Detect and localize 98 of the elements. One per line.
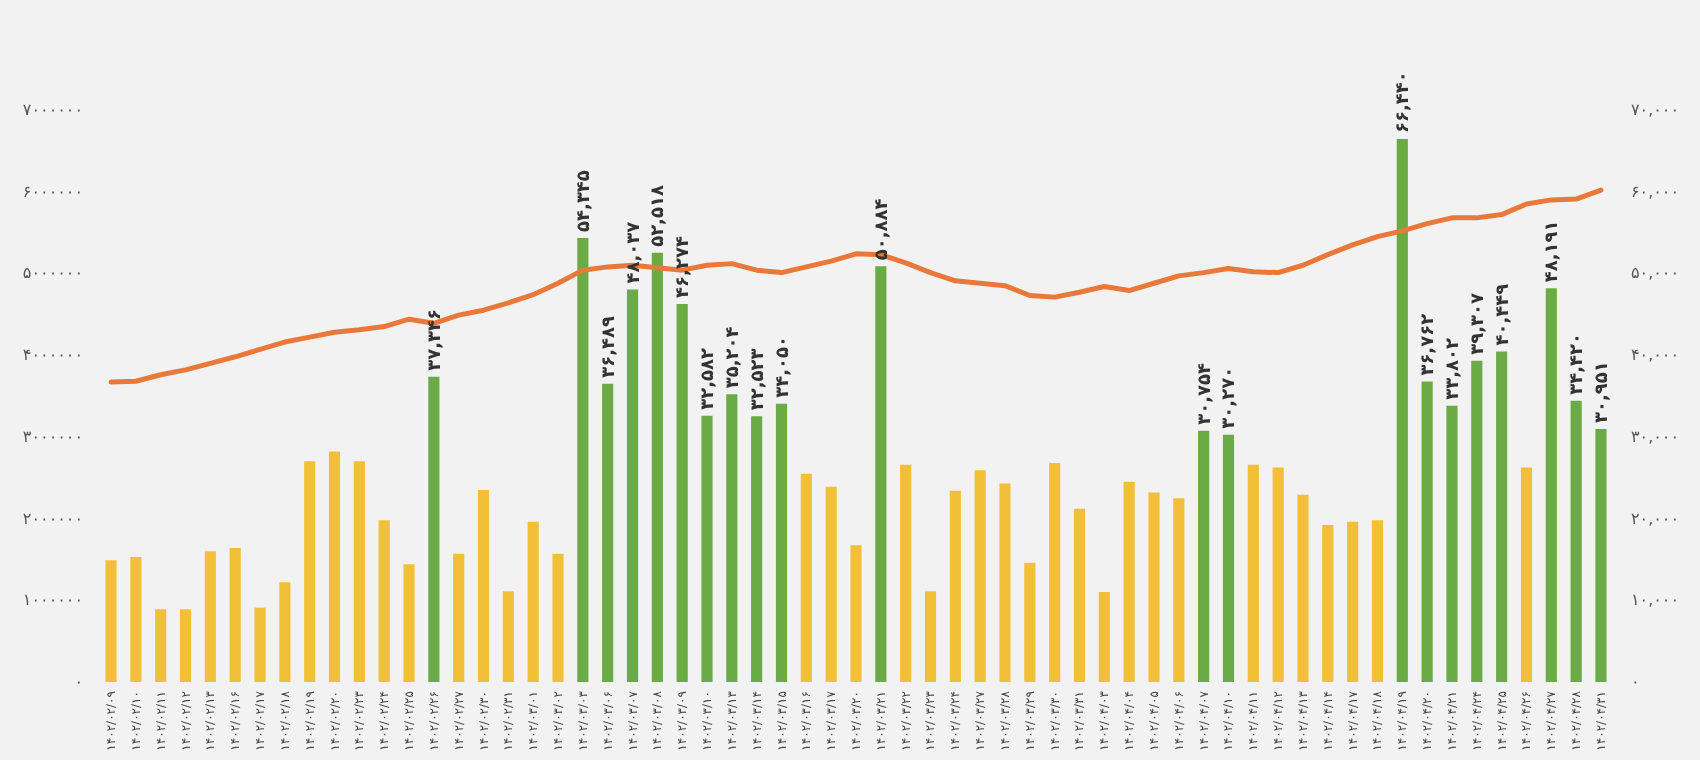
data-label: ۳۵,۲۰۴ [723,325,744,389]
bar [1371,520,1384,682]
bar [502,591,514,682]
data-label: ۳۹,۳۰۷ [1468,292,1489,355]
bar [428,376,440,682]
data-label: ۳۰,۷۵۴ [1195,361,1216,425]
bar [676,303,688,682]
bar [1073,508,1086,682]
data-label: ۳۶,۴۸۹ [599,315,620,378]
bar [130,556,142,682]
data-label: ۴۶,۲۷۴ [674,235,695,298]
bar [900,464,912,682]
bar [974,470,986,682]
y2-tick-label: ۶۰,۰۰۰ [1631,182,1680,201]
bar [378,520,390,682]
y-tick-label: ۲۰۰۰۰۰۰ [22,509,83,528]
data-label: ۳۲,۵۸۲ [699,346,720,410]
bar [279,582,291,682]
bar [726,394,738,682]
bar [453,553,465,682]
y-tick-label: ۱۰۰۰۰۰۰ [22,591,83,610]
data-label: ۴۰,۴۴۹ [1493,282,1514,346]
bar [328,451,341,682]
bar [1024,562,1036,682]
y-tick-label: ۷۰۰۰۰۰۰ [22,101,83,119]
bar [229,547,241,682]
bar [825,486,837,682]
bar [1322,525,1334,682]
data-label: ۳۲,۵۲۳ [748,347,769,411]
bar [1347,521,1359,682]
bar [1496,351,1508,682]
bar [577,237,589,682]
bar [800,473,812,682]
y2-tick-label: ۱۰,۰۰۰ [1631,591,1680,610]
y2-tick-label: ۰ [1631,673,1640,691]
y-tick-label: ۳۰۰۰۰۰۰ [22,427,83,446]
data-label: ۳۴,۴۲۰ [1568,332,1589,395]
bar [1421,381,1433,682]
bar [204,551,216,682]
bar [1520,467,1533,682]
data-label: ۳۰,۲۷۰ [1220,366,1241,429]
data-label: ۴۸,۰۳۷ [624,220,645,284]
y2-tick-label: ۷۰,۰۰۰ [1631,101,1680,119]
bar [552,553,564,682]
data-label: ۳۷,۳۴۶ [425,309,446,371]
bar [924,591,937,682]
bar [999,483,1011,682]
bar [1148,492,1160,682]
y2-tick-label: ۲۰,۰۰۰ [1631,509,1680,528]
bar [155,609,167,682]
data-label: ۵۰,۸۸۴ [872,197,893,261]
bar [751,416,763,682]
bar [1098,592,1110,682]
bar [949,490,961,682]
data-label: ۶۶,۴۴۰ [1394,71,1415,134]
bar [701,415,713,682]
bar [403,564,415,682]
bar [179,609,192,682]
bar [1123,481,1135,682]
bar [1545,288,1557,682]
bar [304,461,316,682]
data-label: ۳۳,۸۰۲ [1443,337,1464,400]
bar [1198,430,1210,682]
bar [1570,400,1582,682]
y-tick-label: ۵۰۰۰۰۰۰ [22,264,83,283]
bar [850,545,862,682]
y-tick-label: ۰ [74,673,83,691]
data-label: ۳۴,۰۵۰ [773,335,794,398]
bar [1446,405,1458,682]
y-tick-label: ۶۰۰۰۰۰۰ [22,182,83,201]
y2-tick-label: ۴۰,۰۰۰ [1631,346,1680,365]
data-label: ۴۸,۱۹۱ [1543,220,1564,283]
bar [775,403,788,682]
bar [602,383,614,682]
bar [1396,139,1408,682]
data-label: ۵۴,۳۴۵ [574,169,595,232]
bar [1173,498,1185,682]
bar [105,560,117,682]
bar [1222,434,1235,682]
bar [527,521,539,682]
y2-tick-label: ۵۰,۰۰۰ [1631,264,1680,283]
bar [1049,463,1061,682]
data-label: ۳۶,۷۶۲ [1419,312,1440,376]
bar [651,252,663,682]
bar [1471,360,1483,682]
bar [626,289,639,682]
y2-tick-label: ۳۰,۰۰۰ [1631,427,1680,446]
bar [1272,467,1284,682]
bar [477,489,490,682]
bar [254,607,266,682]
bar [1247,464,1259,682]
bar [875,266,887,682]
bar [1595,429,1607,682]
bar [353,461,365,682]
bar [1297,494,1309,682]
y-tick-label: ۴۰۰۰۰۰۰ [22,346,83,365]
data-label: ۳۰,۹۵۱ [1592,361,1613,424]
data-label: ۵۲,۵۱۸ [649,184,670,247]
